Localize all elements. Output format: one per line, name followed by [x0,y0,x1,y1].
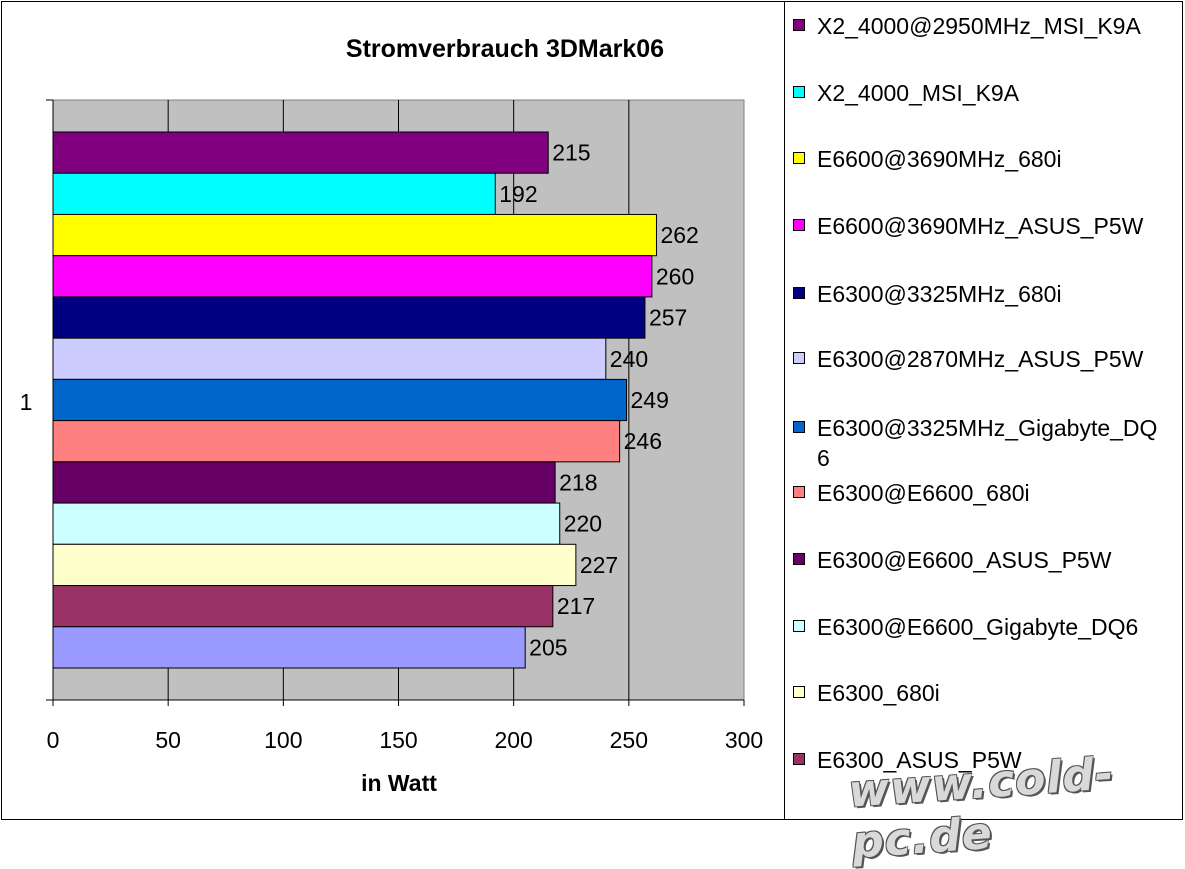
legend-item: E6300_680i [793,678,1173,708]
legend-label: X2_4000_MSI_K9A [817,80,1020,106]
legend-label: E6300@3325MHz_Gigabyte_DQ6 [817,415,1158,471]
x-tick-label: 50 [155,727,181,753]
legend-item: E6300@E6600_680i [793,478,1173,508]
watermark: www.cold-pc.de [846,748,1116,869]
legend-item: X2_4000@2950MHz_MSI_K9A [793,11,1173,41]
bar-chart: Stromverbrauch 3DMark06 2151922622602572… [20,35,764,796]
legend-swatch [793,152,805,164]
legend-item: E6600@3690MHz_ASUS_P5W [793,211,1173,241]
legend: X2_4000@2950MHz_MSI_K9A X2_4000_MSI_K9A E6… [784,1,1183,820]
legend-item: E6300@E6600_Gigabyte_DQ6 [793,612,1173,642]
bar-value-label: 218 [559,469,597,495]
bar [52,626,526,669]
bar-value-label: 262 [660,222,698,248]
legend-item: E6300_ASUS_P5W [793,745,1173,775]
legend-swatch [793,352,805,364]
bar-value-label: 217 [557,593,595,619]
legend-swatch [793,421,805,433]
legend-swatch [793,686,805,698]
bar-value-label: 240 [610,346,648,372]
chart-frame [1,1,1183,820]
x-tick-label: 300 [725,727,763,753]
legend-item: E6300@3325MHz_680i [793,279,1173,309]
category-label: 1 [20,389,33,415]
bar [52,420,621,463]
bar-value-label: 249 [631,387,669,413]
legend-swatch [793,86,805,98]
legend-swatch [793,219,805,231]
bars [52,131,657,669]
legend-label: E6300_ASUS_P5W [817,747,1022,773]
bar-value-label: 227 [580,552,618,578]
legend-swatch [793,486,805,498]
bar-value-label: 246 [624,428,662,454]
bar [52,255,653,298]
legend-swatch [793,287,805,299]
bar [52,378,628,422]
x-tick-label: 100 [264,727,302,753]
bar-value-label: 260 [656,263,694,289]
x-tick-label: 0 [47,727,60,753]
x-axis-label: in Watt [361,770,437,796]
bar-value-label: 220 [564,511,602,537]
bar [52,131,549,174]
legend-label: E6600@3690MHz_680i [817,146,1062,172]
legend-label: E6300_680i [817,680,940,706]
bar-value-label: 215 [552,140,590,166]
bar [52,502,561,545]
bar [52,543,577,587]
x-tick-label: 150 [379,727,417,753]
bar [52,172,496,215]
bar [52,461,556,504]
bar [52,585,554,628]
bar-value-label: 192 [499,181,537,207]
x-tick-label: 200 [494,727,532,753]
bar [52,337,607,380]
x-axis: 0 50 100 150 200 250 300 [46,99,763,753]
bar-value-label: 257 [649,305,687,331]
legend-item: E6600@3690MHz_680i [793,144,1173,174]
legend-label: E6300@E6600_680i [817,480,1030,506]
legend-item: E6300@3325MHz_Gigabyte_DQ6 [793,413,1173,473]
bar [52,296,646,339]
legend-item: E6300@2870MHz_ASUS_P5W [793,344,1173,374]
chart-title: Stromverbrauch 3DMark06 [346,35,664,63]
legend-label: E6300@E6600_ASUS_P5W [817,547,1112,573]
legend-label: E6600@3690MHz_ASUS_P5W [817,213,1144,239]
legend-swatch [793,753,805,765]
legend-item: E6300@E6600_ASUS_P5W [793,545,1173,575]
bar-value-label: 205 [529,634,567,660]
legend-swatch [793,553,805,565]
bar [52,213,657,257]
legend-label: E6300@3325MHz_680i [817,281,1062,307]
legend-label: E6300@2870MHz_ASUS_P5W [817,346,1144,372]
legend-swatch [793,19,805,31]
legend-item: X2_4000_MSI_K9A [793,78,1173,108]
legend-swatch [793,620,805,632]
x-tick-label: 250 [610,727,648,753]
legend-label: E6300@E6600_Gigabyte_DQ6 [817,614,1139,640]
legend-label: X2_4000@2950MHz_MSI_K9A [817,13,1141,39]
